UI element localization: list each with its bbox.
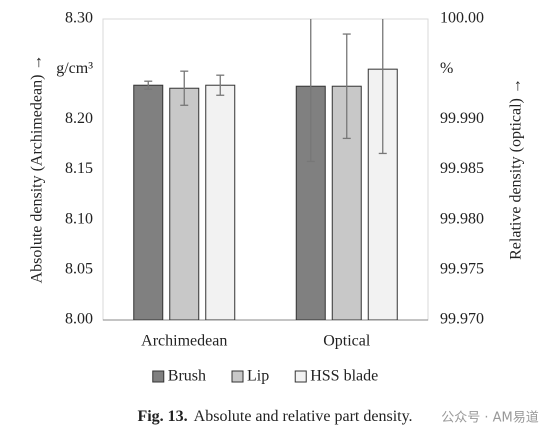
y2-axis-label: Relative density (optical) → bbox=[508, 78, 525, 260]
bar bbox=[205, 84, 236, 320]
y-tick-label: 8.10 bbox=[65, 210, 93, 227]
bar bbox=[169, 87, 200, 320]
y2-tick-label: 99.975 bbox=[440, 261, 484, 278]
legend-label: Lip bbox=[247, 368, 269, 385]
y-tick-label: 8.00 bbox=[65, 311, 93, 328]
y-tick-label: 8.05 bbox=[65, 261, 93, 278]
legend-swatch bbox=[294, 370, 307, 383]
bar bbox=[133, 84, 164, 320]
y2-tick-label: 99.980 bbox=[440, 210, 484, 227]
y-tick-label: g/cm³ bbox=[56, 60, 93, 77]
y-tick-label: 8.30 bbox=[65, 10, 93, 27]
y-tick-label: 8.15 bbox=[65, 160, 93, 177]
legend-swatch bbox=[152, 370, 165, 383]
y2-tick-label: 99.985 bbox=[440, 160, 484, 177]
legend-swatch bbox=[231, 370, 244, 383]
y-axis-label: Absolute density (Archimedean) → bbox=[29, 55, 46, 284]
bars bbox=[133, 19, 398, 320]
caption-text: Absolute and relative part density. bbox=[194, 408, 413, 425]
caption: Fig. 13. Absolute and relative part densi… bbox=[137, 408, 412, 425]
y2-tick-label: 99.990 bbox=[440, 110, 484, 127]
x-tick-label: Archimedean bbox=[141, 333, 227, 350]
legend-label: HSS blade bbox=[310, 368, 378, 385]
y2-tick-label: 99.970 bbox=[440, 311, 484, 328]
y2-tick-label: 100.00 bbox=[440, 10, 484, 27]
caption-label: Fig. 13. bbox=[137, 408, 187, 425]
legend-label: Brush bbox=[168, 368, 206, 385]
x-tick-label: Optical bbox=[323, 333, 371, 350]
y2-tick-label: % bbox=[440, 60, 453, 77]
y-tick-label: 8.20 bbox=[65, 110, 93, 127]
watermark: 公众号 · AM易道 bbox=[441, 411, 539, 426]
